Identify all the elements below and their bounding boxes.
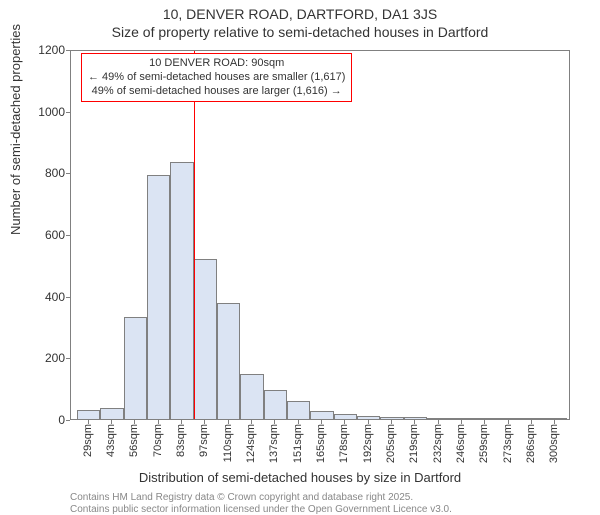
property-marker-line <box>194 51 195 419</box>
histogram-bar <box>520 418 543 419</box>
x-tick-mark <box>134 420 135 424</box>
histogram-bar <box>427 418 450 419</box>
y-tick-label: 600 <box>10 228 65 242</box>
y-tick-label: 800 <box>10 166 65 180</box>
histogram-bar <box>240 374 263 419</box>
x-tick-label: 219sqm <box>408 424 420 463</box>
y-tick-mark <box>66 235 70 236</box>
x-tick-mark <box>508 420 509 424</box>
annotation-line2: ← 49% of semi-detached houses are smalle… <box>88 71 345 85</box>
y-tick-label: 200 <box>10 351 65 365</box>
x-tick-label: 273sqm <box>502 424 514 463</box>
histogram-bar <box>170 162 193 419</box>
histogram-bar <box>124 317 147 419</box>
chart-title-main: 10, DENVER ROAD, DARTFORD, DA1 3JS <box>0 6 600 22</box>
x-tick-label: 192sqm <box>362 424 374 463</box>
plot-area: 10 DENVER ROAD: 90sqm ← 49% of semi-deta… <box>70 50 570 420</box>
x-tick-mark <box>88 420 89 424</box>
annotation-box: 10 DENVER ROAD: 90sqm ← 49% of semi-deta… <box>81 53 352 102</box>
x-tick-label: 165sqm <box>315 424 327 463</box>
x-tick-label: 232sqm <box>432 424 444 463</box>
x-tick-mark <box>274 420 275 424</box>
histogram-bar <box>334 414 357 419</box>
histogram-bar <box>544 418 567 419</box>
histogram-bar <box>147 175 170 419</box>
x-tick-mark <box>461 420 462 424</box>
x-tick-label: 110sqm <box>222 424 234 462</box>
x-tick-mark <box>181 420 182 424</box>
annotation-line3: 49% of semi-detached houses are larger (… <box>88 85 345 99</box>
x-tick-label: 56sqm <box>128 424 140 457</box>
y-tick-label: 0 <box>10 413 65 427</box>
footer-line2: Contains public sector information licen… <box>70 504 452 515</box>
x-axis-title: Distribution of semi-detached houses by … <box>0 470 600 485</box>
x-tick-mark <box>251 420 252 424</box>
property-size-chart: 10, DENVER ROAD, DARTFORD, DA1 3JS Size … <box>0 0 600 500</box>
x-tick-mark <box>228 420 229 424</box>
histogram-bar <box>100 408 123 419</box>
y-tick-mark <box>66 297 70 298</box>
footer-line1: Contains HM Land Registry data © Crown c… <box>70 492 413 503</box>
histogram-bar <box>264 390 287 419</box>
x-tick-label: 300sqm <box>548 424 560 463</box>
y-tick-label: 1200 <box>10 43 65 57</box>
histogram-bar <box>474 418 497 419</box>
x-tick-mark <box>391 420 392 424</box>
x-tick-label: 246sqm <box>455 424 467 463</box>
x-tick-label: 43sqm <box>105 424 117 457</box>
x-tick-mark <box>344 420 345 424</box>
histogram-bar <box>194 259 217 419</box>
x-tick-mark <box>321 420 322 424</box>
x-tick-label: 29sqm <box>82 424 94 457</box>
histogram-bar <box>450 418 473 419</box>
histogram-bar <box>404 417 427 419</box>
y-tick-mark <box>66 358 70 359</box>
annotation-line1: 10 DENVER ROAD: 90sqm <box>88 57 345 71</box>
histogram-bar <box>77 410 100 419</box>
x-tick-mark <box>438 420 439 424</box>
x-tick-mark <box>204 420 205 424</box>
y-tick-mark <box>66 112 70 113</box>
x-tick-mark <box>158 420 159 424</box>
x-tick-label: 205sqm <box>385 424 397 463</box>
histogram-bar <box>497 418 520 419</box>
x-tick-mark <box>531 420 532 424</box>
y-tick-mark <box>66 420 70 421</box>
x-tick-mark <box>298 420 299 424</box>
x-tick-mark <box>368 420 369 424</box>
y-tick-mark <box>66 173 70 174</box>
x-tick-label: 151sqm <box>292 424 304 463</box>
y-tick-label: 400 <box>10 290 65 304</box>
x-tick-label: 178sqm <box>338 424 350 463</box>
y-tick-label: 1000 <box>10 105 65 119</box>
x-tick-label: 286sqm <box>525 424 537 463</box>
x-tick-label: 137sqm <box>268 424 280 463</box>
x-tick-label: 124sqm <box>245 424 257 463</box>
x-tick-label: 97sqm <box>198 424 210 457</box>
x-tick-mark <box>414 420 415 424</box>
x-tick-label: 259sqm <box>478 424 490 463</box>
histogram-bar <box>380 417 403 419</box>
y-tick-mark <box>66 50 70 51</box>
chart-title-sub: Size of property relative to semi-detach… <box>0 24 600 40</box>
x-tick-mark <box>484 420 485 424</box>
histogram-bar <box>287 401 310 420</box>
x-tick-label: 70sqm <box>152 424 164 457</box>
x-tick-mark <box>554 420 555 424</box>
x-tick-label: 83sqm <box>175 424 187 457</box>
histogram-bar <box>357 416 380 419</box>
histogram-bar <box>310 411 333 419</box>
histogram-bars <box>71 51 569 419</box>
histogram-bar <box>217 303 240 419</box>
x-tick-mark <box>111 420 112 424</box>
